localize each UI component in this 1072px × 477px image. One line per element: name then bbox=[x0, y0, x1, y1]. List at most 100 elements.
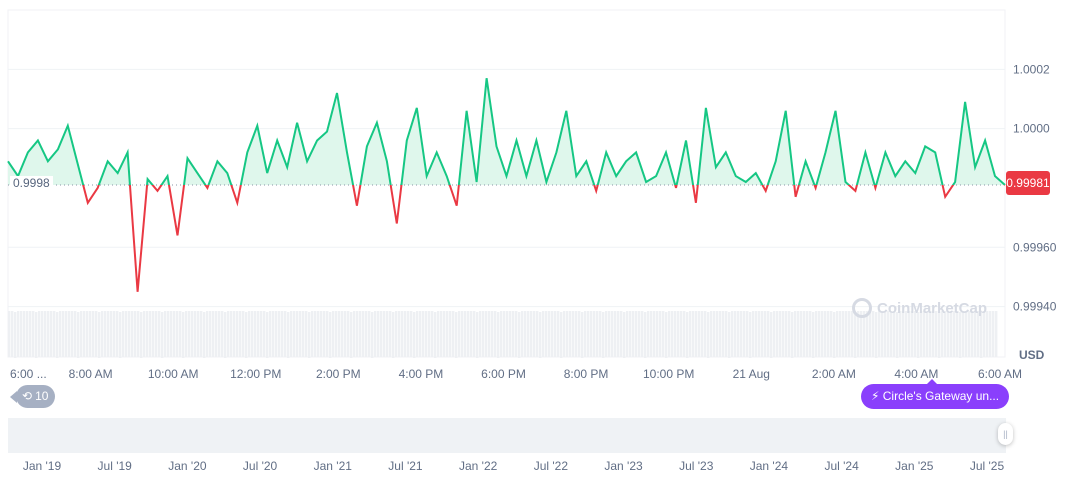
volume-bar bbox=[749, 312, 752, 358]
volume-bar bbox=[95, 311, 98, 357]
volume-bar bbox=[428, 311, 431, 357]
current-price-tag: 0.99981 bbox=[1006, 171, 1050, 195]
volume-bar bbox=[437, 311, 440, 357]
volume-bar bbox=[896, 312, 899, 358]
volume-bar bbox=[836, 311, 839, 357]
volume-bar bbox=[803, 311, 806, 357]
volume-bar bbox=[56, 312, 59, 358]
volume-bar bbox=[350, 312, 353, 358]
volume-bar bbox=[674, 311, 677, 357]
volume-bar bbox=[725, 311, 728, 357]
volume-bar bbox=[581, 312, 584, 358]
volume-bar bbox=[506, 311, 509, 357]
news-event-badge[interactable]: ⚡︎ Circle's Gateway un... bbox=[861, 379, 1010, 409]
volume-bar bbox=[29, 311, 32, 357]
volume-bar bbox=[203, 312, 206, 358]
volume-bar bbox=[68, 311, 71, 357]
volume-bar bbox=[548, 311, 551, 357]
volume-bar bbox=[470, 311, 473, 357]
volume-bar bbox=[701, 311, 704, 357]
volume-bar bbox=[533, 311, 536, 357]
volume-bar bbox=[728, 312, 731, 358]
volume-bar bbox=[704, 311, 707, 357]
volume-bar bbox=[974, 311, 977, 357]
volume-bar bbox=[212, 311, 215, 357]
volume-bar bbox=[902, 311, 905, 357]
volume-bar bbox=[314, 311, 317, 357]
volume-bar bbox=[569, 311, 572, 357]
volume-bars bbox=[8, 311, 998, 358]
volume-bar bbox=[407, 311, 410, 357]
volume-bar bbox=[656, 311, 659, 357]
volume-bar bbox=[476, 312, 479, 358]
history-badge[interactable]: ⟲ 10 bbox=[9, 385, 56, 408]
volume-bar bbox=[65, 311, 68, 357]
navigator-tick-label: Jan '21 bbox=[314, 459, 353, 473]
volume-bar bbox=[455, 312, 458, 358]
volume-bar bbox=[71, 311, 74, 357]
navigator-tick-label: Jul '25 bbox=[970, 459, 1005, 473]
volume-bar bbox=[434, 312, 437, 358]
navigator-range[interactable] bbox=[8, 418, 1006, 453]
volume-bar bbox=[248, 311, 251, 357]
volume-bar bbox=[161, 312, 164, 358]
baseline-label: 0.9998 bbox=[10, 176, 53, 191]
volume-bar bbox=[458, 311, 461, 357]
volume-bar bbox=[542, 311, 545, 357]
volume-bar bbox=[713, 311, 716, 357]
navigator-handle[interactable]: || bbox=[998, 423, 1013, 445]
navigator-tick-label: Jan '19 bbox=[23, 459, 62, 473]
volume-bar bbox=[107, 311, 110, 357]
volume-bar bbox=[599, 311, 602, 357]
volume-bar bbox=[296, 311, 299, 357]
volume-bar bbox=[356, 311, 359, 357]
volume-bar bbox=[326, 311, 329, 357]
volume-bar bbox=[110, 311, 113, 357]
volume-bar bbox=[422, 311, 425, 357]
volume-bar bbox=[485, 311, 488, 357]
navigator-tick-label: Jan '23 bbox=[604, 459, 643, 473]
volume-bar bbox=[113, 311, 116, 357]
volume-bar bbox=[311, 311, 314, 357]
volume-bar bbox=[545, 311, 548, 357]
volume-bar bbox=[833, 312, 836, 358]
volume-bar bbox=[260, 311, 263, 357]
volume-bar bbox=[698, 311, 701, 357]
volume-bar bbox=[794, 311, 797, 357]
volume-bar bbox=[965, 311, 968, 357]
volume-bar bbox=[524, 311, 527, 357]
x-tick-label: 21 Aug bbox=[733, 367, 770, 381]
volume-bar bbox=[359, 311, 362, 357]
volume-bar bbox=[710, 311, 713, 357]
volume-bar bbox=[977, 311, 980, 357]
volume-bar bbox=[863, 311, 866, 357]
volume-bar bbox=[521, 311, 524, 357]
volume-bar bbox=[461, 311, 464, 357]
volume-bar bbox=[614, 311, 617, 357]
volume-bar bbox=[269, 311, 272, 357]
volume-bar bbox=[479, 311, 482, 357]
volume-bar bbox=[797, 311, 800, 357]
volume-bar bbox=[239, 311, 242, 357]
x-tick-label: 4:00 AM bbox=[894, 367, 938, 381]
volume-bar bbox=[638, 311, 641, 357]
volume-bar bbox=[23, 311, 26, 357]
volume-bar bbox=[983, 311, 986, 357]
lightning-icon: ⚡︎ bbox=[871, 389, 883, 403]
volume-bar bbox=[608, 311, 611, 357]
price-line-up bbox=[7, 78, 1006, 185]
volume-bar bbox=[131, 311, 134, 357]
volume-bar bbox=[818, 311, 821, 357]
volume-bar bbox=[665, 312, 668, 358]
volume-bar bbox=[149, 311, 152, 357]
volume-bar bbox=[53, 311, 56, 357]
volume-bar bbox=[224, 312, 227, 358]
volume-bar bbox=[647, 311, 650, 357]
volume-bar bbox=[146, 311, 149, 357]
volume-bar bbox=[911, 311, 914, 357]
volume-bar bbox=[770, 312, 773, 358]
volume-bar bbox=[206, 311, 209, 357]
volume-bar bbox=[392, 312, 395, 358]
volume-bar bbox=[194, 311, 197, 357]
